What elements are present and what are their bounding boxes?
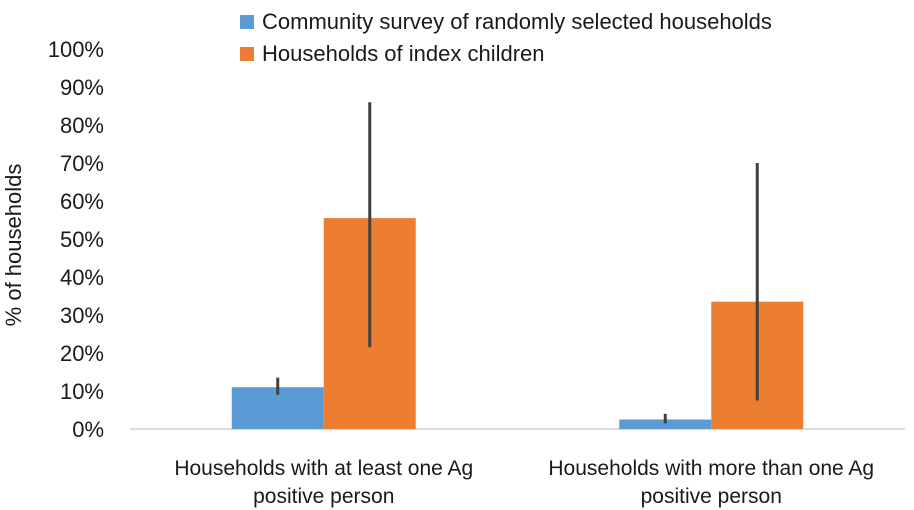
legend-label-series-1: Households of index children	[262, 41, 545, 66]
legend-swatch-series-0	[240, 15, 254, 29]
y-tick-label: 0%	[72, 417, 104, 442]
y-tick-label: 50%	[60, 227, 104, 252]
x-tick-label: Households with at least one Ag	[174, 457, 473, 480]
y-tick-label: 40%	[60, 265, 104, 290]
legend: Community survey of randomly selected ho…	[240, 6, 772, 70]
y-tick-label: 70%	[60, 151, 104, 176]
y-tick-label: 20%	[60, 341, 104, 366]
x-tick-label: Households with more than one Ag	[548, 457, 874, 480]
y-tick-label: 10%	[60, 379, 104, 404]
y-tick-label: 30%	[60, 303, 104, 328]
y-tick-label: 100%	[48, 37, 104, 62]
y-tick-label: 90%	[60, 75, 104, 100]
y-tick-label: 60%	[60, 189, 104, 214]
legend-label-series-0: Community survey of randomly selected ho…	[262, 9, 772, 34]
x-tick-label: positive person	[253, 485, 394, 508]
bar-series-0-cat-1	[619, 419, 712, 429]
legend-item-series-1: Households of index children	[240, 38, 772, 70]
legend-swatch-series-1	[240, 47, 254, 61]
x-tick-label: positive person	[641, 485, 782, 508]
legend-item-series-0: Community survey of randomly selected ho…	[240, 6, 772, 38]
y-tick-label: 80%	[60, 113, 104, 138]
